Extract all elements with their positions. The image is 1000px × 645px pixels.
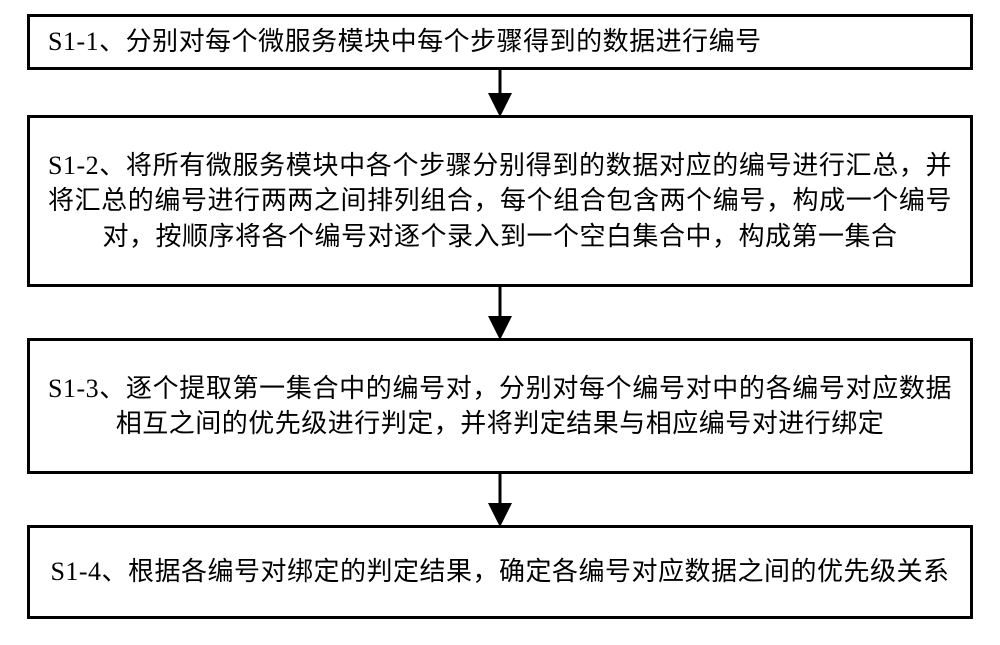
flow-node-s1-4-text: S1-4、根据各编号对绑定的判定结果，确定各编号对应数据之间的优先级关系 xyxy=(48,554,952,589)
flow-node-s1-1-text: S1-1、分别对每个微服务模块中每个步骤得到的数据进行编号 xyxy=(48,24,952,59)
flow-node-s1-1: S1-1、分别对每个微服务模块中每个步骤得到的数据进行编号 xyxy=(27,14,973,70)
flow-node-s1-2: S1-2、将所有微服务模块中各个步骤分别得到的数据对应的编号进行汇总，并将汇总的… xyxy=(27,115,973,287)
flowchart-canvas: S1-1、分别对每个微服务模块中每个步骤得到的数据进行编号 S1-2、将所有微服… xyxy=(0,0,1000,645)
flow-node-s1-2-text: S1-2、将所有微服务模块中各个步骤分别得到的数据对应的编号进行汇总，并将汇总的… xyxy=(48,148,952,253)
flow-node-s1-3-text: S1-3、逐个提取第一集合中的编号对，分别对每个编号对中的各编号对应数据相互之间… xyxy=(48,371,952,441)
flow-node-s1-4: S1-4、根据各编号对绑定的判定结果，确定各编号对应数据之间的优先级关系 xyxy=(27,525,973,619)
flow-node-s1-3: S1-3、逐个提取第一集合中的编号对，分别对每个编号对中的各编号对应数据相互之间… xyxy=(27,338,973,474)
